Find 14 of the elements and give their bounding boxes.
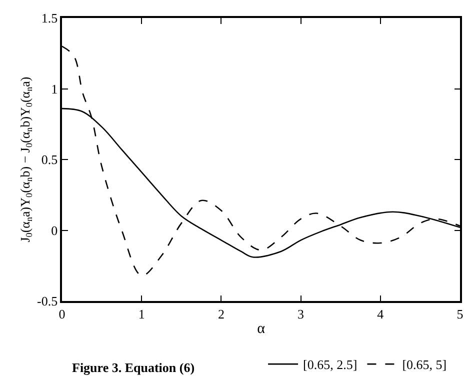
x-tick-label: 4 — [377, 306, 384, 322]
y-tick-label: 1 — [51, 81, 58, 96]
legend-label: [0.65, 5] — [402, 357, 447, 372]
legend-label: [0.65, 2.5] — [303, 357, 358, 372]
x-tick-label: 2 — [218, 306, 224, 322]
y-tick-label: -0.5 — [37, 294, 58, 309]
caption: Figure 3. Equation (6) — [72, 360, 195, 375]
x-tick-label: 1 — [138, 306, 145, 322]
x-tick-label: 5 — [456, 306, 464, 322]
x-tick-label: 3 — [298, 306, 304, 322]
y-tick-label: 0.5 — [41, 152, 58, 168]
y-tick-label: 1.5 — [41, 10, 58, 26]
x-axis-title: α — [257, 320, 266, 337]
y-tick-label: 0 — [51, 222, 58, 238]
